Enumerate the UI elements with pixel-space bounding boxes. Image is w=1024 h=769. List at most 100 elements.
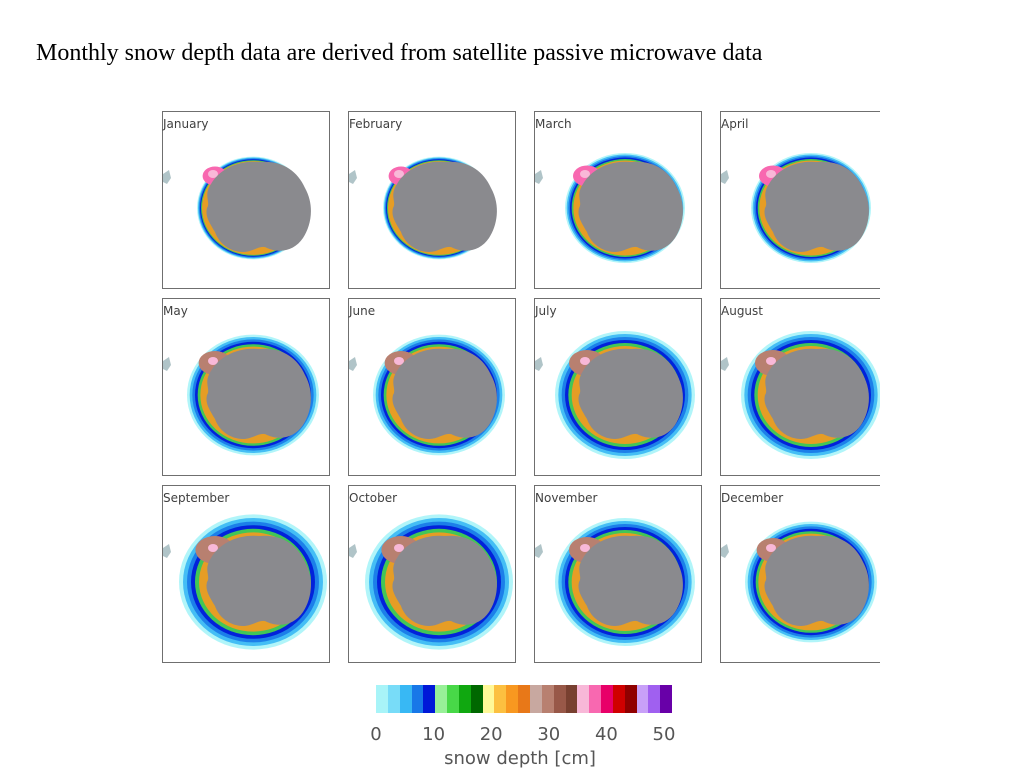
colorbar-tick: 30 bbox=[537, 724, 561, 745]
antarctic-snow-map bbox=[163, 334, 319, 456]
weddell-sea-max-patch bbox=[208, 170, 218, 178]
month-label: November bbox=[535, 491, 598, 505]
map-panel-may: May bbox=[162, 298, 330, 476]
weddell-sea-max-patch bbox=[766, 544, 776, 552]
colorbar-swatch bbox=[447, 685, 459, 713]
antarctica-landmass bbox=[764, 348, 869, 439]
colorbar-swatch bbox=[577, 685, 590, 713]
antarctica-landmass bbox=[392, 348, 497, 439]
map-panel-january: January bbox=[162, 111, 330, 289]
colorbar-swatch bbox=[612, 685, 625, 713]
antarctica-landmass bbox=[206, 535, 311, 626]
colorbar-tick: 20 bbox=[479, 724, 503, 745]
colorbar-tick: 10 bbox=[422, 724, 446, 745]
month-label: January bbox=[163, 117, 209, 131]
map-panel-february: February bbox=[348, 111, 516, 289]
map-panel-april: April bbox=[720, 111, 880, 289]
colorbar-swatch bbox=[648, 685, 661, 713]
month-label: February bbox=[349, 117, 403, 131]
antarctica-landmass bbox=[206, 161, 311, 252]
map-panel-december: December bbox=[720, 485, 880, 663]
weddell-sea-max-patch bbox=[208, 357, 218, 365]
colorbar-swatch bbox=[589, 685, 602, 713]
antarctic-snow-map bbox=[349, 334, 505, 456]
antarctic-snow-map bbox=[721, 331, 880, 459]
south-america-tip bbox=[721, 170, 729, 184]
antarctic-snow-map bbox=[721, 521, 877, 643]
colorbar-swatch bbox=[565, 685, 578, 713]
monthly-map-grid: January February March April May June July Augu… bbox=[162, 111, 880, 663]
weddell-sea-max-patch bbox=[394, 357, 404, 365]
south-america-tip bbox=[721, 357, 729, 371]
weddell-sea-max-patch bbox=[580, 357, 590, 365]
colorbar-swatch bbox=[435, 685, 448, 713]
colorbar-swatch bbox=[660, 685, 673, 713]
colorbar-swatch bbox=[506, 685, 519, 713]
colorbar-swatch bbox=[376, 685, 388, 713]
month-label: April bbox=[721, 117, 749, 131]
map-panel-june: June bbox=[348, 298, 516, 476]
weddell-sea-max-patch bbox=[580, 170, 590, 178]
colorbar-swatch bbox=[423, 685, 436, 713]
colorbar-swatch bbox=[636, 685, 649, 713]
colorbar-tick: 40 bbox=[594, 724, 618, 745]
antarctica-landmass bbox=[392, 535, 497, 626]
antarctic-snow-map bbox=[535, 331, 695, 459]
antarctica-landmass bbox=[578, 535, 683, 626]
colorbar-swatch bbox=[458, 685, 471, 713]
south-america-tip bbox=[535, 357, 543, 371]
colorbar-swatch bbox=[411, 685, 424, 713]
south-america-tip bbox=[163, 170, 171, 184]
weddell-sea-max-patch bbox=[208, 544, 218, 552]
antarctic-snow-map bbox=[349, 156, 497, 260]
south-america-tip bbox=[535, 170, 543, 184]
antarctica-landmass bbox=[392, 161, 497, 252]
south-america-tip bbox=[163, 357, 171, 371]
snow-depth-colorbar bbox=[376, 685, 673, 713]
antarctic-snow-map bbox=[163, 156, 311, 260]
month-label: December bbox=[721, 491, 784, 505]
south-america-tip bbox=[163, 544, 171, 558]
antarctica-landmass bbox=[578, 348, 683, 439]
month-label: May bbox=[163, 304, 188, 318]
map-panel-october: October bbox=[348, 485, 516, 663]
map-panel-july: July bbox=[534, 298, 702, 476]
south-america-tip bbox=[349, 170, 357, 184]
colorbar-swatch bbox=[601, 685, 613, 713]
colorbar-swatch bbox=[624, 685, 637, 713]
antarctic-snow-map bbox=[535, 518, 695, 646]
colorbar-swatch bbox=[387, 685, 400, 713]
antarctic-snow-map bbox=[163, 514, 327, 650]
colorbar-swatch bbox=[399, 685, 412, 713]
colorbar-tick: 50 bbox=[652, 724, 676, 745]
antarctic-snow-map bbox=[349, 514, 513, 650]
antarctica-landmass bbox=[764, 161, 869, 252]
month-label: July bbox=[535, 304, 557, 318]
antarctic-snow-map bbox=[721, 153, 871, 263]
colorbar-swatch bbox=[553, 685, 566, 713]
colorbar-swatch bbox=[529, 685, 542, 713]
weddell-sea-max-patch bbox=[394, 544, 404, 552]
colorbar-tick: 0 bbox=[370, 724, 382, 745]
map-panel-august: August bbox=[720, 298, 880, 476]
month-label: March bbox=[535, 117, 572, 131]
weddell-sea-max-patch bbox=[394, 170, 404, 178]
month-label: October bbox=[349, 491, 398, 505]
map-panel-september: September bbox=[162, 485, 330, 663]
colorbar-swatch bbox=[482, 685, 495, 713]
antarctica-landmass bbox=[764, 535, 869, 626]
month-label: September bbox=[163, 491, 230, 505]
colorbar-swatch bbox=[494, 685, 507, 713]
colorbar-label: snow depth [cm] bbox=[444, 748, 596, 769]
colorbar-swatch bbox=[541, 685, 554, 713]
weddell-sea-max-patch bbox=[766, 170, 776, 178]
colorbar-swatch bbox=[470, 685, 483, 713]
slide-title: Monthly snow depth data are derived from… bbox=[36, 40, 763, 66]
antarctica-landmass bbox=[578, 161, 683, 252]
antarctic-snow-map bbox=[535, 153, 685, 263]
month-label: August bbox=[721, 304, 763, 318]
south-america-tip bbox=[535, 544, 543, 558]
map-panel-march: March bbox=[534, 111, 702, 289]
weddell-sea-max-patch bbox=[580, 544, 590, 552]
south-america-tip bbox=[721, 544, 729, 558]
